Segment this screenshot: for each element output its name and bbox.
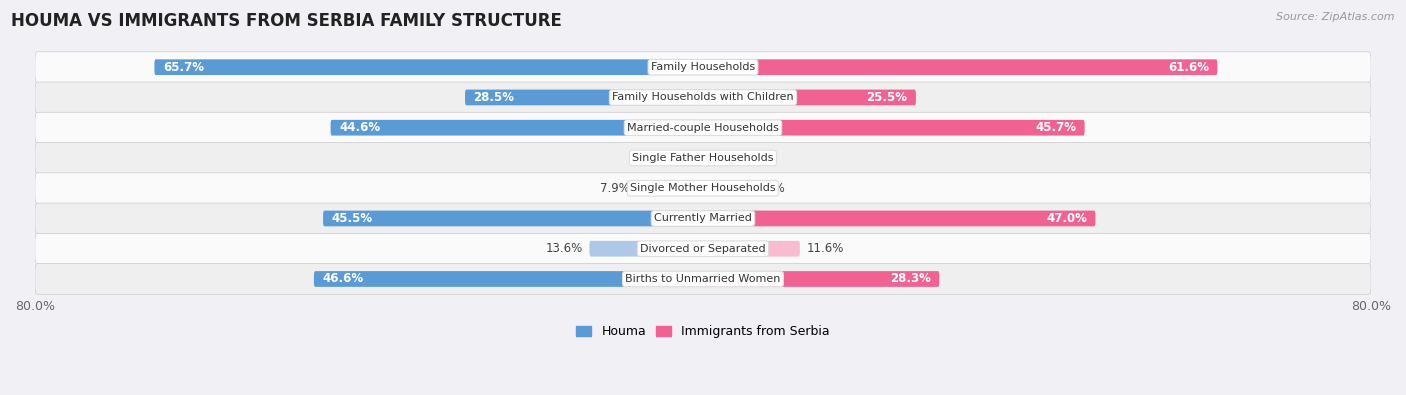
FancyBboxPatch shape (703, 181, 748, 196)
Text: 45.5%: 45.5% (332, 212, 373, 225)
FancyBboxPatch shape (703, 120, 1084, 135)
Text: 46.6%: 46.6% (322, 273, 363, 286)
Text: Single Father Households: Single Father Households (633, 153, 773, 163)
FancyBboxPatch shape (314, 271, 703, 287)
Text: 28.5%: 28.5% (474, 91, 515, 104)
FancyBboxPatch shape (155, 59, 703, 75)
FancyBboxPatch shape (637, 181, 703, 196)
Legend: Houma, Immigrants from Serbia: Houma, Immigrants from Serbia (571, 320, 835, 343)
FancyBboxPatch shape (589, 241, 703, 257)
FancyBboxPatch shape (35, 233, 1371, 264)
Text: 2.0%: 2.0% (727, 151, 756, 164)
FancyBboxPatch shape (703, 90, 915, 105)
FancyBboxPatch shape (35, 143, 1371, 173)
Text: Divorced or Separated: Divorced or Separated (640, 244, 766, 254)
Text: 47.0%: 47.0% (1046, 212, 1087, 225)
FancyBboxPatch shape (323, 211, 703, 226)
Text: 2.9%: 2.9% (643, 151, 672, 164)
FancyBboxPatch shape (703, 150, 720, 166)
Text: Married-couple Households: Married-couple Households (627, 123, 779, 133)
FancyBboxPatch shape (679, 150, 703, 166)
FancyBboxPatch shape (703, 241, 800, 257)
Text: 7.9%: 7.9% (600, 182, 630, 195)
Text: 5.4%: 5.4% (755, 182, 785, 195)
Text: 28.3%: 28.3% (890, 273, 931, 286)
FancyBboxPatch shape (35, 52, 1371, 83)
Text: 25.5%: 25.5% (866, 91, 908, 104)
Text: 65.7%: 65.7% (163, 61, 204, 74)
FancyBboxPatch shape (35, 203, 1371, 234)
FancyBboxPatch shape (35, 112, 1371, 143)
FancyBboxPatch shape (35, 82, 1371, 113)
FancyBboxPatch shape (703, 59, 1218, 75)
Text: 45.7%: 45.7% (1035, 121, 1076, 134)
Text: Single Mother Households: Single Mother Households (630, 183, 776, 193)
FancyBboxPatch shape (703, 211, 1095, 226)
Text: HOUMA VS IMMIGRANTS FROM SERBIA FAMILY STRUCTURE: HOUMA VS IMMIGRANTS FROM SERBIA FAMILY S… (11, 12, 562, 30)
Text: 44.6%: 44.6% (339, 121, 380, 134)
Text: Source: ZipAtlas.com: Source: ZipAtlas.com (1277, 12, 1395, 22)
FancyBboxPatch shape (330, 120, 703, 135)
FancyBboxPatch shape (703, 271, 939, 287)
Text: Family Households with Children: Family Households with Children (612, 92, 794, 102)
FancyBboxPatch shape (35, 173, 1371, 204)
Text: Family Households: Family Households (651, 62, 755, 72)
Text: 11.6%: 11.6% (807, 242, 844, 255)
Text: 13.6%: 13.6% (546, 242, 582, 255)
Text: Currently Married: Currently Married (654, 213, 752, 224)
FancyBboxPatch shape (465, 90, 703, 105)
Text: 61.6%: 61.6% (1168, 61, 1209, 74)
FancyBboxPatch shape (35, 263, 1371, 294)
Text: Births to Unmarried Women: Births to Unmarried Women (626, 274, 780, 284)
